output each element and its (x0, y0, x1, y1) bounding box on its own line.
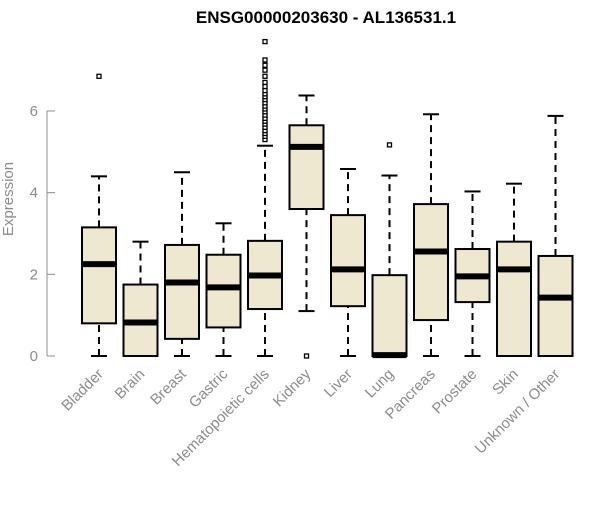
box-rect-8 (413, 203, 449, 322)
outlier-4-19 (262, 73, 268, 79)
outlier-0-0 (96, 73, 102, 79)
box-3 (205, 222, 242, 357)
outlier-4-23 (262, 38, 268, 45)
x-tick-label-1: Brain (112, 366, 149, 403)
box-rect-6 (330, 214, 366, 308)
box-rect-5 (288, 124, 325, 210)
box-rect-2 (164, 243, 200, 340)
x-tick-label-10: Skin (489, 366, 522, 399)
y-axis: 0 2 4 6 (30, 103, 55, 365)
box-11 (537, 114, 574, 357)
box-8 (413, 113, 449, 357)
outlier-4-20 (262, 67, 268, 73)
outlier-4-18 (262, 79, 268, 86)
outlier-4-21 (262, 62, 268, 68)
y-axis-label: Expression (0, 162, 17, 236)
box-4 (247, 38, 283, 357)
box-rect-0 (81, 226, 117, 325)
box-5 (288, 94, 325, 359)
box-rect-10 (496, 240, 532, 358)
x-tick-label-5: Kidney (270, 365, 315, 410)
chart-title: ENSG00000203630 - AL136531.1 (196, 8, 456, 27)
outlier-7-0 (386, 142, 393, 148)
outlier-4-17 (262, 83, 268, 90)
box-2 (164, 171, 200, 357)
x-tick-label-6: Liver (321, 366, 356, 401)
y-tick-label-3: 6 (30, 103, 38, 120)
box-series (81, 38, 574, 359)
box-rect-11 (537, 254, 574, 357)
box-rect-3 (205, 253, 242, 329)
box-10 (496, 182, 532, 358)
y-tick-label-2: 4 (30, 185, 38, 202)
box-7 (371, 142, 408, 359)
x-tick-label-9: Prostate (429, 366, 481, 418)
box-6 (330, 167, 366, 357)
outlier-4-16 (262, 87, 268, 94)
y-tick-label-0: 0 (30, 348, 38, 365)
x-tick-label-0: Bladder (58, 366, 107, 415)
box-0 (81, 73, 117, 357)
box-1 (122, 240, 159, 357)
box-9 (454, 190, 491, 357)
outlier-5-0 (303, 353, 310, 359)
outlier-4-22 (262, 57, 268, 63)
x-tick-label-7: Lung (362, 366, 398, 402)
box-rect-7 (371, 274, 408, 357)
y-tick-label-1: 2 (30, 266, 38, 283)
x-tick-label-2: Breast (147, 365, 190, 408)
